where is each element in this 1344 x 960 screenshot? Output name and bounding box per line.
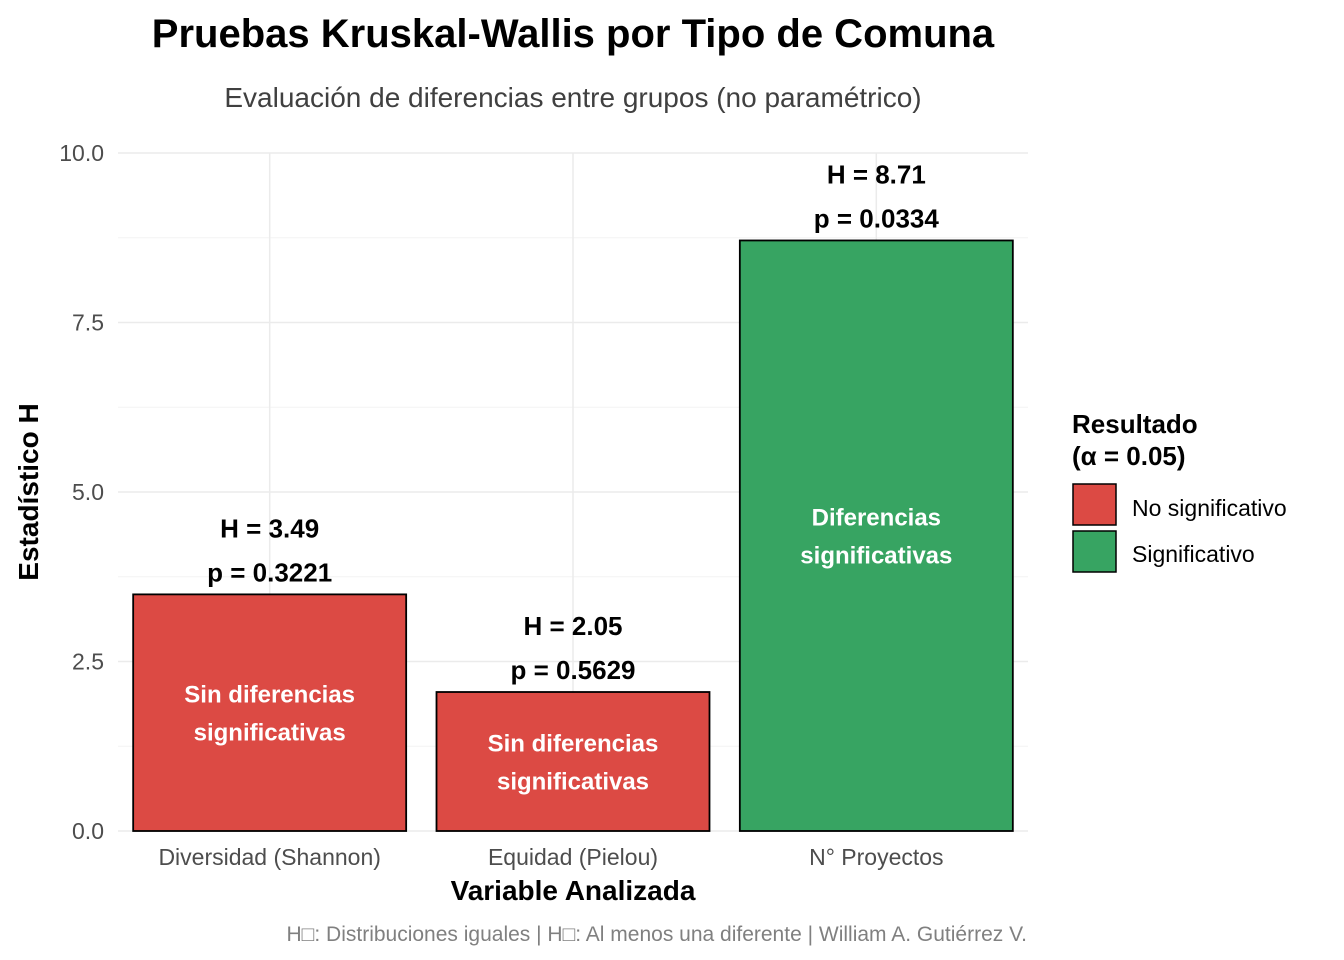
legend-subtitle: (α = 0.05) xyxy=(1072,441,1186,471)
y-tick-label: 0.0 xyxy=(72,818,104,844)
y-tick-label: 5.0 xyxy=(72,479,104,505)
bar-inner-label: significativas xyxy=(194,720,346,747)
x-axis-title: Variable Analizada xyxy=(451,875,696,906)
bar xyxy=(435,691,711,832)
bar-p-label: p = 0.0334 xyxy=(814,203,940,233)
legend-title: Resultado xyxy=(1072,409,1198,439)
bar xyxy=(132,593,408,832)
y-tick-label: 2.5 xyxy=(72,649,104,675)
legend: Resultado (α = 0.05) No significativo Si… xyxy=(1072,409,1287,573)
chart-caption: H□: Distribuciones iguales | H□: Al meno… xyxy=(287,923,1027,946)
bar-inner-label: significativas xyxy=(800,543,952,570)
legend-swatch-no-significativo xyxy=(1072,483,1117,526)
y-axis-title: Estadístico H xyxy=(13,403,44,580)
bar-h-label: H = 8.71 xyxy=(827,159,926,189)
chart-subtitle: Evaluación de diferencias entre grupos (… xyxy=(224,82,921,113)
bar xyxy=(738,239,1014,832)
bar-inner-label: Sin diferencias xyxy=(184,682,355,709)
y-tick-label: 10.0 xyxy=(59,140,104,166)
bars: H = 3.49 p = 0.3221 Sin diferencias signifi… xyxy=(132,159,1014,832)
bar-inner-label: Diferencias xyxy=(812,505,941,532)
bar-h-label: H = 3.49 xyxy=(220,513,319,543)
y-tick-label: 7.5 xyxy=(72,310,104,336)
x-tick-label: N° Proyectos xyxy=(809,844,943,870)
bar-p-label: p = 0.5629 xyxy=(510,655,635,685)
x-tick-label: Equidad (Pielou) xyxy=(488,844,658,870)
bar-inner-label: Sin diferencias xyxy=(488,731,659,758)
legend-swatch-significativo xyxy=(1072,530,1117,573)
bar-inner-label: significativas xyxy=(497,769,649,796)
legend-label-no-significativo: No significativo xyxy=(1132,495,1287,521)
x-axis-ticks: Diversidad (Shannon) Equidad (Pielou) N° P… xyxy=(158,844,943,870)
legend-label-significativo: Significativo xyxy=(1132,541,1255,567)
x-tick-label: Diversidad (Shannon) xyxy=(158,844,380,870)
chart-title: Pruebas Kruskal-Wallis por Tipo de Comun… xyxy=(152,12,995,56)
bar-p-label: p = 0.3221 xyxy=(207,557,332,587)
y-axis-ticks: 0.0 2.5 5.0 7.5 10.0 xyxy=(59,140,104,844)
bar-h-label: H = 2.05 xyxy=(523,611,622,641)
